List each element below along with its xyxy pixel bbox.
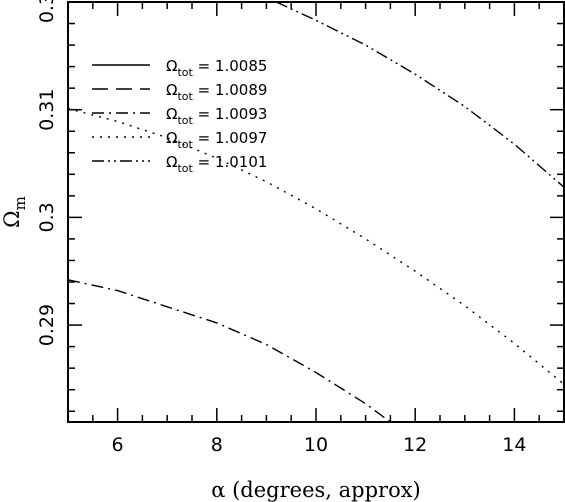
legend-label-base: Ω (166, 153, 177, 171)
x-tick-label: 10 (304, 434, 328, 456)
legend-label-value: = 1.0089 (193, 81, 268, 99)
legend-label-sub: tot (177, 66, 193, 79)
y-tick-label: 0.3 (36, 202, 58, 232)
series-lines (68, 2, 564, 422)
x-axis-ticks: 6 8 10 12 14 (67, 2, 565, 456)
y-tick-label: 0.31 (36, 89, 58, 131)
series-line-4 (68, 107, 564, 385)
legend-label-1: Ωtot = 1.0085 (166, 57, 267, 79)
y-tick-label: 0.32 (36, 0, 58, 23)
legend-label-base: Ω (166, 57, 177, 75)
y-axis-label-base: Ω (0, 210, 24, 227)
y-tick-label: 0.29 (36, 304, 58, 346)
legend-label-4: Ωtot = 1.0097 (166, 129, 267, 151)
legend-label-base: Ω (166, 129, 177, 147)
legend-label-sub: tot (177, 162, 193, 175)
y-axis-label: Ωm (0, 196, 29, 228)
y-axis-label-sub: m (11, 196, 29, 210)
legend-label-value: = 1.0101 (193, 153, 268, 171)
x-tick-label: 6 (112, 434, 124, 456)
legend-label-sub: tot (177, 114, 193, 127)
x-tick-label: 14 (502, 434, 526, 456)
legend-label-base: Ω (166, 81, 177, 99)
legend-label-value: = 1.0085 (193, 57, 268, 75)
legend-label-sub: tot (177, 90, 193, 103)
series-line-3 (68, 279, 392, 422)
legend-label-5: Ωtot = 1.0101 (166, 153, 267, 175)
x-tick-label: 8 (211, 434, 223, 456)
y-axis-ticks: 0.29 0.3 0.31 0.32 (36, 0, 564, 412)
x-tick-label: 12 (403, 434, 427, 456)
x-axis-label: α (degrees, approx) (211, 478, 421, 502)
plot-frame (67, 1, 565, 423)
legend-label-value: = 1.0093 (193, 105, 268, 123)
legend-label-sub: tot (177, 138, 193, 151)
series-line-5 (276, 2, 564, 188)
legend-label-value: = 1.0097 (193, 129, 268, 147)
legend-label-base: Ω (166, 105, 177, 123)
legend-label-2: Ωtot = 1.0089 (166, 81, 267, 103)
legend-label-3: Ωtot = 1.0093 (166, 105, 267, 127)
